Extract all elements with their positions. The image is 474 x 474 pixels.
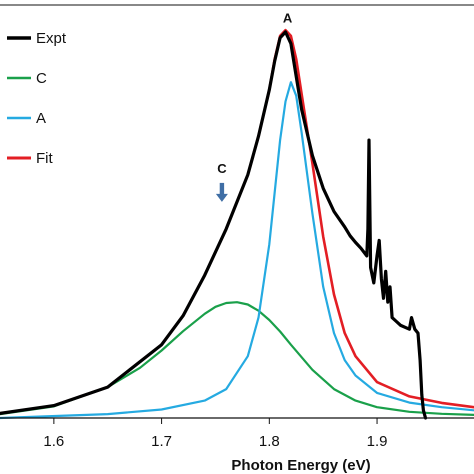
legend-label: Fit — [36, 150, 53, 167]
x-tick-label: 1.9 — [367, 433, 388, 450]
x-axis: 1.6 1.7 1.8 1.9 — [0, 4, 474, 450]
series-line-a — [0, 81, 474, 420]
series-line-c — [0, 301, 474, 416]
series-layer — [0, 28, 474, 420]
annotation-label: A — [283, 10, 293, 25]
annotations: AC — [215, 10, 293, 202]
legend: Expt C A Fit — [7, 30, 67, 167]
series-line-fit — [0, 28, 474, 415]
x-tick-label: 1.8 — [259, 433, 280, 450]
series-line-expt — [0, 30, 428, 420]
annotation-label: C — [217, 161, 227, 176]
legend-label: Expt — [36, 30, 67, 47]
x-tick-label: 1.6 — [43, 433, 64, 450]
legend-label: A — [36, 110, 46, 127]
down-arrow-icon — [215, 182, 228, 202]
x-tick-label: 1.7 — [151, 433, 172, 450]
x-axis-title: Photon Energy (eV) — [231, 457, 370, 474]
legend-label: C — [36, 70, 47, 87]
